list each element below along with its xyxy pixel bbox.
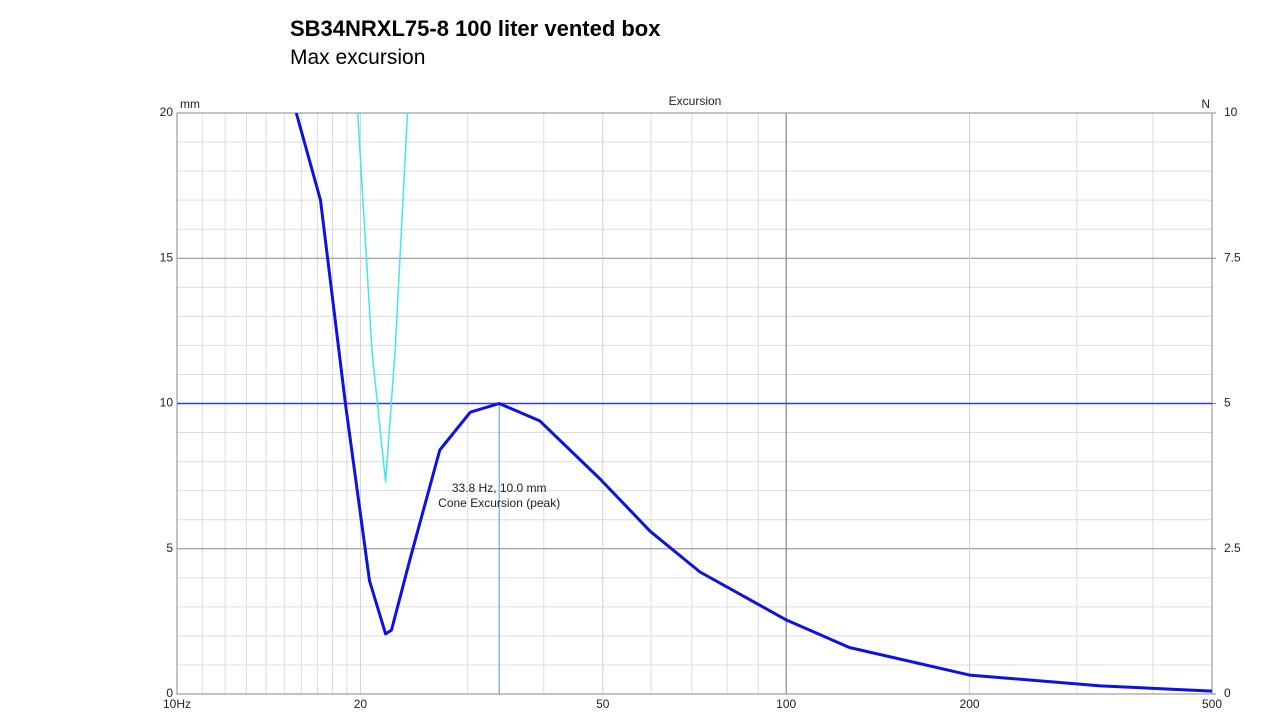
x-tick-label: 200 xyxy=(960,697,980,711)
y-tick-label: 10 xyxy=(160,396,174,410)
y-tick-label: 15 xyxy=(160,250,174,264)
chart-title: Excursion xyxy=(669,94,722,108)
y-tick-label: 5 xyxy=(166,541,173,555)
y2-tick-label: 2.5 xyxy=(1224,541,1241,555)
slide-subtitle: Max excursion xyxy=(290,46,426,69)
series-line xyxy=(356,113,409,483)
cursor-text: Cone Excursion (peak) xyxy=(438,496,560,510)
cursor-label: 33.8 Hz, 10.0 mm xyxy=(452,481,547,495)
y2-tick-label: 10 xyxy=(1224,105,1238,119)
y2-tick-label: 7.5 xyxy=(1224,250,1241,264)
y2-tick-label: 0 xyxy=(1224,686,1231,700)
x-tick-label: 500 xyxy=(1202,697,1222,711)
x-tick-label: 20 xyxy=(354,697,368,711)
x-tick-label: 100 xyxy=(776,697,796,711)
y2-tick-label: 5 xyxy=(1224,396,1231,410)
y-unit: mm xyxy=(180,97,200,111)
series-line xyxy=(294,113,1212,693)
x-tick-label: 50 xyxy=(596,697,610,711)
y2-unit: N xyxy=(1201,97,1210,111)
y-tick-label: 0 xyxy=(166,686,173,700)
y-tick-label: 20 xyxy=(160,105,174,119)
x-tick-label: 10Hz xyxy=(163,697,191,711)
slide-title: SB34NRXL75-8 100 liter vented box xyxy=(290,16,661,41)
